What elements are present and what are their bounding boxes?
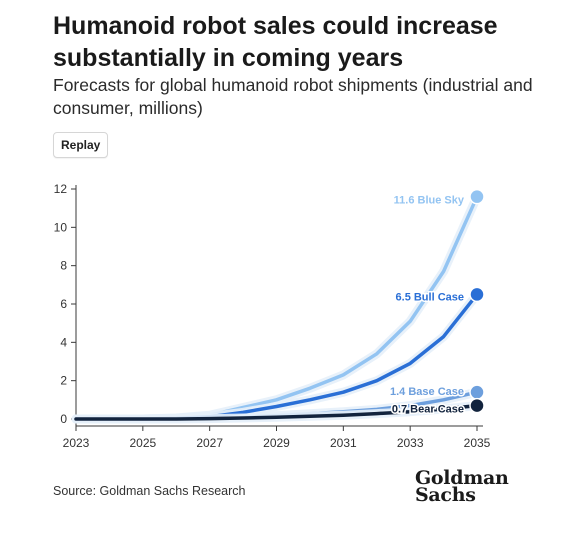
y-tick-label: 12	[54, 182, 68, 196]
x-tick-label: 2033	[397, 436, 424, 450]
end-marker-bear-case	[469, 397, 485, 414]
x-tick-label: 2023	[63, 436, 90, 450]
x-axis: 2023 2025 2027 2029 2031 2033 2035	[63, 425, 491, 450]
x-tick-label: 2025	[129, 436, 156, 450]
series-label-base-case: 1.4 Base Case	[390, 386, 464, 398]
source-note: Source: Goldman Sachs Research	[53, 484, 246, 498]
y-axis: 0 2 4 6 8 10 12	[54, 182, 77, 426]
end-marker-blue-sky	[469, 188, 485, 205]
end-marker-base-case	[469, 384, 485, 400]
chart-subtitle: Forecasts for global humanoid robot ship…	[53, 75, 533, 118]
goldman-sachs-logo: Goldman Sachs	[415, 467, 509, 506]
logo-line-1: Goldman	[415, 467, 509, 489]
y-tick-label: 2	[60, 374, 67, 388]
end-marker-bull-case	[469, 286, 485, 303]
replay-button[interactable]: Replay	[53, 132, 109, 158]
series-label-bull-case: 6.5 Bull Case	[396, 291, 464, 303]
series-label-bear-case: 0.7 Bear Case	[392, 404, 464, 416]
chart-title: Humanoid robot sales could increase subs…	[53, 12, 498, 72]
series-lines	[71, 192, 482, 424]
y-tick-label: 10	[54, 220, 68, 234]
series-labels: 11.6 Blue Sky 6.5 Bull Case 1.4 Base Case 0…	[389, 193, 467, 417]
y-tick-label: 4	[60, 335, 67, 349]
x-tick-label: 2027	[196, 436, 223, 450]
series-label-blue-sky: 11.6 Blue Sky	[394, 195, 465, 207]
series-markers	[469, 188, 485, 414]
logo-line-2: Sachs	[415, 484, 476, 506]
y-tick-label: 6	[60, 297, 67, 311]
x-tick-label: 2029	[263, 436, 290, 450]
y-tick-label: 8	[60, 259, 67, 273]
x-tick-label: 2035	[464, 436, 491, 450]
series-line-bear-case	[74, 403, 479, 421]
y-tick-label: 0	[60, 412, 67, 426]
x-tick-label: 2031	[330, 436, 357, 450]
